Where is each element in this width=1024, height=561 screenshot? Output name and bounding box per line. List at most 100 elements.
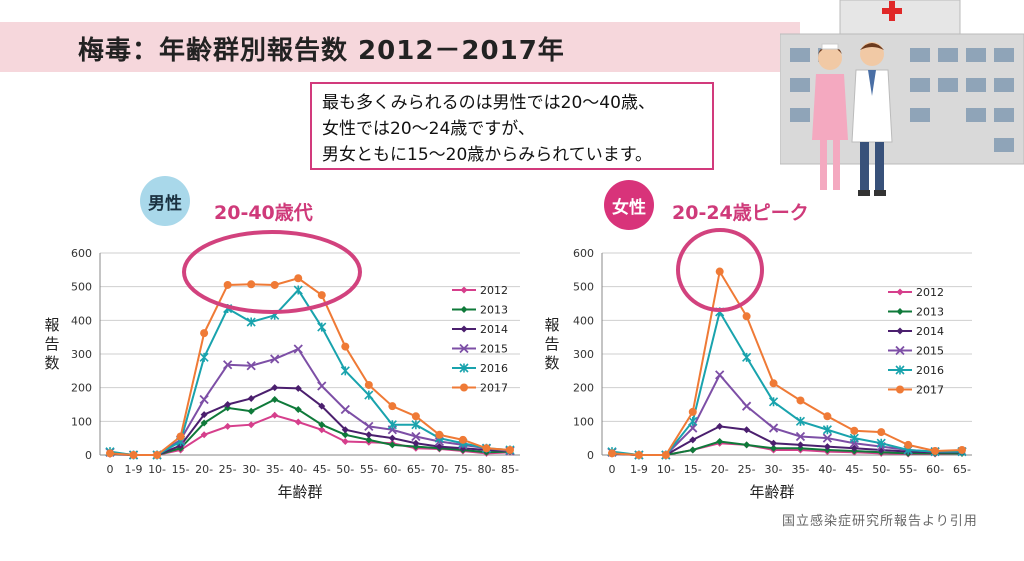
data-point xyxy=(294,274,303,283)
x-tick-label: 70- xyxy=(430,463,448,476)
data-point xyxy=(247,394,255,402)
x-tick-label: 50- xyxy=(336,463,354,476)
data-point xyxy=(341,426,349,434)
legend-label: 2015 xyxy=(480,343,508,356)
x-tick-label: 60- xyxy=(383,463,401,476)
legend-label: 2014 xyxy=(916,325,944,338)
data-point xyxy=(876,438,886,448)
x-tick-label: 55- xyxy=(899,463,917,476)
x-tick-label: 45- xyxy=(313,463,331,476)
peak-highlight-ellipse xyxy=(182,230,362,314)
data-point xyxy=(247,407,255,415)
x-tick-label: 25- xyxy=(738,463,756,476)
data-point xyxy=(200,431,208,439)
legend-label: 2012 xyxy=(916,286,944,299)
legend-marker xyxy=(895,345,905,356)
data-point xyxy=(822,425,832,435)
data-point xyxy=(688,416,698,426)
legend-label: 2017 xyxy=(916,384,944,397)
data-point xyxy=(877,428,886,437)
series-2017 xyxy=(608,267,966,459)
y-tick-label: 200 xyxy=(71,382,92,395)
data-point xyxy=(317,291,326,300)
data-point xyxy=(931,446,940,455)
data-point xyxy=(318,402,326,410)
y-tick-label: 0 xyxy=(587,449,594,462)
y-axis-label-char: 告 xyxy=(44,335,59,353)
data-point xyxy=(412,439,420,447)
data-point xyxy=(388,441,396,449)
data-point xyxy=(715,267,724,276)
legend-marker xyxy=(459,363,469,373)
x-tick-label: 10- xyxy=(657,463,675,476)
legend-marker xyxy=(459,343,469,354)
y-axis-label-char: 数 xyxy=(544,354,559,372)
data-point xyxy=(387,420,397,430)
data-point xyxy=(388,434,396,442)
male-badge: 男性 xyxy=(140,176,190,226)
data-point xyxy=(435,430,444,439)
data-point xyxy=(795,416,806,426)
data-point xyxy=(795,431,806,442)
legend-label: 2016 xyxy=(480,362,508,375)
data-point xyxy=(506,445,514,454)
data-point xyxy=(199,394,209,405)
series-line xyxy=(611,268,963,456)
data-point xyxy=(364,421,374,432)
peak-highlight-ellipse xyxy=(676,228,764,312)
data-point xyxy=(688,407,697,416)
data-point xyxy=(270,354,280,364)
data-point xyxy=(176,432,185,441)
x-tick-label: 35- xyxy=(266,463,284,476)
data-point xyxy=(223,280,232,289)
y-tick-label: 0 xyxy=(85,449,92,462)
series-2016 xyxy=(607,307,967,460)
y-tick-label: 500 xyxy=(573,281,594,294)
legend-label: 2012 xyxy=(480,284,508,297)
data-point xyxy=(608,449,616,458)
y-tick-label: 300 xyxy=(71,348,92,361)
x-tick-label: 40- xyxy=(289,463,307,476)
x-tick-label: 50- xyxy=(872,463,890,476)
y-tick-label: 600 xyxy=(573,247,594,260)
description-line: 最も多くみられるのは男性では20～40歳、 xyxy=(322,93,655,113)
data-point xyxy=(318,421,326,429)
x-tick-label: 30- xyxy=(242,463,260,476)
data-point xyxy=(294,418,302,426)
legend-label: 2014 xyxy=(480,323,508,336)
data-point xyxy=(769,379,778,388)
data-point xyxy=(318,426,326,434)
series-line xyxy=(109,398,511,456)
x-tick-label: 15- xyxy=(684,463,702,476)
y-tick-label: 500 xyxy=(71,281,92,294)
legend-marker xyxy=(460,286,468,294)
data-point xyxy=(223,360,233,370)
legend-marker xyxy=(896,385,904,394)
series-line xyxy=(611,440,962,456)
title-bar xyxy=(0,22,800,72)
page-title: 梅毒：年齢群別報告数 2012－2017年 xyxy=(78,36,565,66)
x-tick-label: 65- xyxy=(407,463,425,476)
description-line: 女性では20～24歳ですが、 xyxy=(322,119,535,139)
data-point xyxy=(458,435,467,444)
legend-marker xyxy=(895,365,905,375)
data-point xyxy=(340,366,350,376)
x-axis-label: 年齢群 xyxy=(749,483,794,501)
data-point xyxy=(364,380,373,389)
legend-marker xyxy=(460,306,468,313)
data-point xyxy=(224,422,232,430)
data-point xyxy=(388,402,397,411)
data-point xyxy=(271,411,279,419)
y-axis-label-char: 数 xyxy=(44,354,59,372)
x-tick-label: 60- xyxy=(926,463,944,476)
data-point xyxy=(822,433,833,443)
x-tick-label: 15- xyxy=(172,463,190,476)
y-tick-label: 400 xyxy=(573,314,594,327)
data-point xyxy=(482,444,491,453)
data-point xyxy=(341,438,349,446)
data-point xyxy=(715,370,725,380)
data-point xyxy=(294,384,302,392)
data-point xyxy=(246,317,256,327)
y-tick-label: 100 xyxy=(573,415,594,428)
